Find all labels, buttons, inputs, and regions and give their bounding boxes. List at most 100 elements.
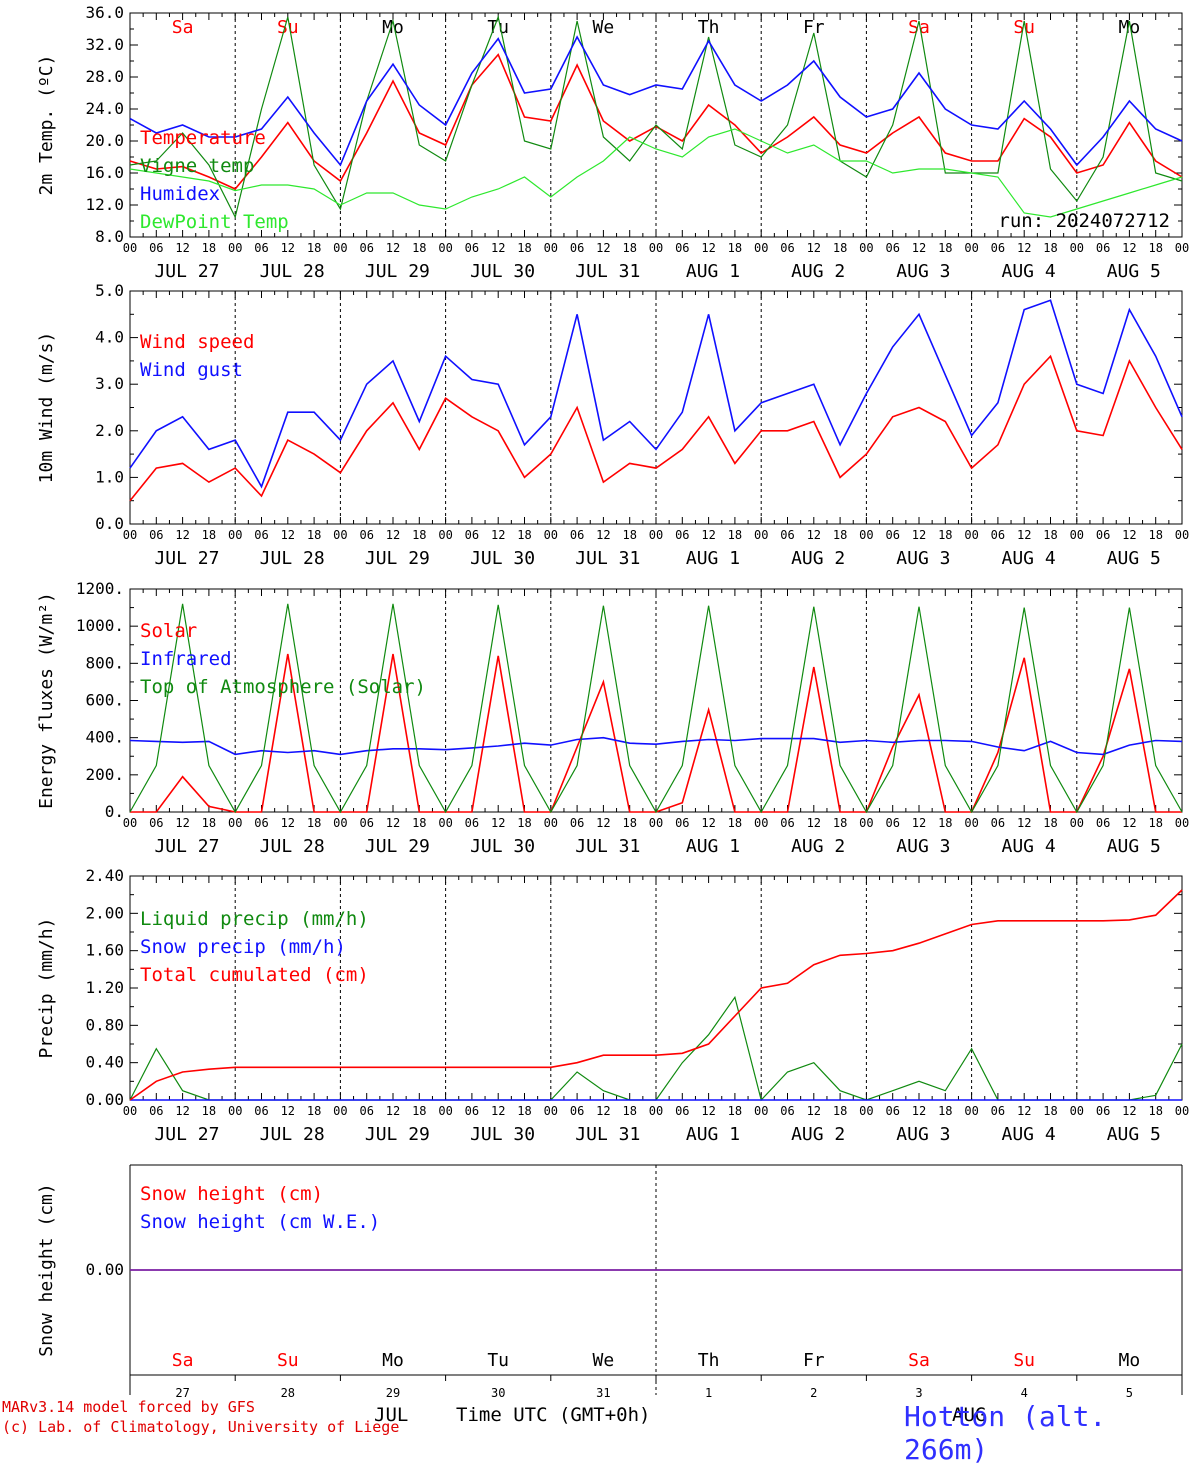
x-tick-label: 06 (885, 816, 899, 830)
day-number-label: 28 (281, 1386, 295, 1400)
x-tick-label: 00 (754, 1104, 768, 1118)
x-tick-label: 18 (622, 816, 636, 830)
x-tick-label: 12 (281, 528, 295, 542)
weekday-label: Mo (1119, 17, 1141, 38)
date-label: JUL 27 (154, 1124, 219, 1145)
date-label: AUG 3 (896, 548, 950, 569)
date-label: AUG 1 (686, 1124, 740, 1145)
x-tick-label: 00 (649, 816, 663, 830)
x-tick-label: 12 (1017, 1104, 1031, 1118)
y-tick-label: 0.80 (85, 1015, 124, 1034)
x-tick-label: 00 (859, 241, 873, 255)
x-tick-label: 18 (1043, 816, 1057, 830)
x-tick-label: 00 (1070, 1104, 1084, 1118)
y-tick-label: 0.40 (85, 1053, 124, 1072)
x-tick-label: 12 (701, 816, 715, 830)
date-label: JUL 28 (260, 548, 325, 569)
x-tick-label: 06 (885, 1104, 899, 1118)
x-tick-label: 06 (149, 241, 163, 255)
x-tick-label: 12 (491, 816, 505, 830)
x-tick-label: 00 (859, 1104, 873, 1118)
x-tick-label: 06 (780, 1104, 794, 1118)
y-axis-label: Snow height (cm) (36, 1183, 57, 1356)
weekday-label: Mo (382, 1350, 404, 1371)
x-tick-label: 12 (912, 816, 926, 830)
x-tick-label: 18 (1043, 1104, 1057, 1118)
y-tick-label: 12.0 (85, 195, 124, 214)
x-tick-label: 18 (202, 816, 216, 830)
y-tick-label: 1.20 (85, 978, 124, 997)
x-tick-label: 06 (254, 816, 268, 830)
y-tick-label: 3.0 (95, 374, 124, 393)
x-tick-label: 00 (228, 528, 242, 542)
y-tick-label: 20.0 (85, 131, 124, 150)
x-tick-label: 12 (491, 1104, 505, 1118)
date-label: JUL 29 (365, 836, 430, 857)
y-tick-label: 0.00 (85, 1090, 124, 1109)
x-tick-label: 06 (991, 816, 1005, 830)
x-tick-label: 00 (228, 1104, 242, 1118)
x-tick-label: 18 (938, 816, 952, 830)
x-tick-label: 00 (123, 241, 137, 255)
x-tick-label: 06 (570, 241, 584, 255)
day-number-label: 30 (491, 1386, 505, 1400)
x-tick-label: 00 (649, 1104, 663, 1118)
x-tick-label: 00 (964, 528, 978, 542)
x-tick-label: 06 (149, 528, 163, 542)
weekday-label: Mo (1119, 1350, 1141, 1371)
legend-entry: Snow height (cm) (140, 1183, 323, 1205)
x-tick-label: 12 (912, 241, 926, 255)
x-tick-label: 06 (1096, 1104, 1110, 1118)
date-label: JUL 27 (154, 836, 219, 857)
x-tick-label: 06 (254, 528, 268, 542)
x-tick-label: 12 (281, 816, 295, 830)
x-tick-label: 06 (570, 528, 584, 542)
weekday-label: Th (698, 1350, 720, 1371)
x-tick-label: 06 (1096, 241, 1110, 255)
x-tick-label: 00 (649, 241, 663, 255)
x-tick-label: 18 (1148, 1104, 1162, 1118)
x-tick-label: 18 (517, 241, 531, 255)
x-tick-label: 06 (675, 1104, 689, 1118)
x-tick-label: 12 (701, 241, 715, 255)
date-label: JUL 28 (260, 261, 325, 282)
y-tick-label: 400. (85, 728, 124, 747)
date-label: AUG 2 (791, 836, 845, 857)
x-tick-label: 12 (701, 528, 715, 542)
x-tick-label: 18 (202, 241, 216, 255)
x-tick-label: 18 (307, 1104, 321, 1118)
x-tick-label: 12 (491, 528, 505, 542)
weekday-label: Su (277, 17, 299, 38)
x-tick-label: 18 (517, 816, 531, 830)
x-tick-label: 18 (622, 241, 636, 255)
x-tick-label: 00 (438, 816, 452, 830)
date-label: AUG 5 (1107, 1124, 1161, 1145)
x-tick-label: 18 (1148, 528, 1162, 542)
date-label: AUG 5 (1107, 548, 1161, 569)
x-tick-label: 06 (359, 241, 373, 255)
x-tick-label: 12 (386, 816, 400, 830)
day-number-label: 27 (175, 1386, 189, 1400)
x-tick-label: 00 (859, 816, 873, 830)
day-number-label: 1 (705, 1386, 712, 1400)
x-tick-label: 12 (596, 816, 610, 830)
legend-entry: DewPoint Temp (140, 211, 289, 233)
x-tick-label: 12 (386, 1104, 400, 1118)
series-line-vigne-temp (129, 14, 1183, 219)
y-tick-label: 16.0 (85, 163, 124, 182)
x-tick-label: 06 (885, 528, 899, 542)
date-label: JUL 30 (470, 548, 535, 569)
x-tick-label: 00 (228, 241, 242, 255)
x-tick-label: 12 (912, 1104, 926, 1118)
date-label: JUL 28 (260, 836, 325, 857)
panel-energy: 0. 200. 400. 600. 800. 1000. 1200. Energy fluxe… (36, 579, 1189, 857)
x-tick-label: 06 (991, 241, 1005, 255)
x-tick-label: 00 (123, 528, 137, 542)
x-tick-label: 18 (833, 1104, 847, 1118)
series-line-infrared (129, 736, 1183, 756)
x-tick-label: 18 (1148, 241, 1162, 255)
x-tick-label: 00 (438, 528, 452, 542)
x-tick-label: 18 (307, 241, 321, 255)
